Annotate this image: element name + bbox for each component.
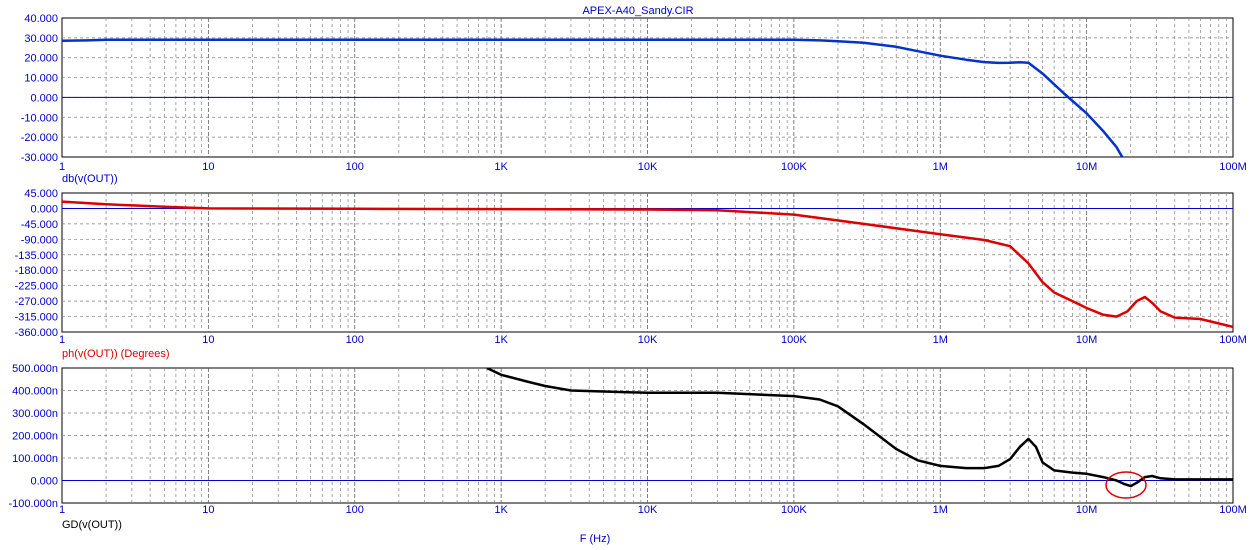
x-tick-label: 1M (933, 161, 948, 173)
y-axis-label: ph(v(OUT)) (Degrees) (62, 348, 170, 360)
x-tick-label: 1K (494, 161, 508, 173)
y-axis-label: GD(v(OUT)) (62, 519, 122, 531)
series-line-group-delay (486, 368, 1233, 488)
x-tick-label: 10K (638, 504, 658, 516)
y-tick-label: 40.000 (24, 13, 58, 25)
x-tick-label: 10K (638, 161, 658, 173)
x-tick-label: 100K (781, 504, 807, 516)
y-tick-label: 10.000 (24, 73, 58, 85)
series-line-phase (62, 200, 1233, 329)
x-tick-label: 100 (346, 334, 364, 346)
x-tick-label: 100 (346, 504, 364, 516)
y-axis-label: db(v(OUT)) (62, 173, 118, 185)
y-tick-label: -100.000n (8, 498, 58, 510)
x-tick-label: 1K (494, 504, 508, 516)
y-tick-label: -225.000 (15, 281, 58, 293)
plot-title: APEX-A40_Sandy.CIR (582, 5, 693, 17)
x-tick-label: 10M (1076, 334, 1097, 346)
y-tick-label: -180.000 (15, 265, 58, 277)
y-tick-label: 400.000n (12, 386, 58, 398)
y-tick-label: 30.000 (24, 33, 58, 45)
x-tick-label: 100 (346, 161, 364, 173)
x-tick-label: 100M (1219, 334, 1247, 346)
x-tick-label: 100K (781, 161, 807, 173)
x-tick-label: 10 (202, 504, 214, 516)
series-line-magnitude (62, 38, 1124, 157)
y-tick-label: -270.000 (15, 296, 58, 308)
y-tick-label: -20.000 (21, 132, 58, 144)
y-tick-label: -10.000 (21, 112, 58, 124)
y-tick-label: 300.000n (12, 408, 58, 420)
y-tick-label: 0.000 (30, 92, 58, 104)
y-tick-label: -315.000 (15, 312, 58, 324)
y-tick-label: 45.000 (24, 188, 58, 200)
y-tick-label: -135.000 (15, 250, 58, 262)
magnitude-panel: 40.000 30.000 20.000 10.000 0.000 -10.000 -20.… (21, 13, 1247, 185)
marker-circle (1105, 471, 1147, 499)
y-tick-label: 20.000 (24, 53, 58, 65)
x-tick-label: 10 (202, 161, 214, 173)
x-axis-label: F (Hz) (580, 533, 611, 545)
x-tick-label: 10K (638, 334, 658, 346)
y-tick-label: 500.000n (12, 363, 58, 375)
y-tick-label: 100.000n (12, 453, 58, 465)
x-tick-label: 1K (494, 334, 508, 346)
y-tick-label: -90.000 (21, 234, 58, 246)
x-tick-label: 1M (933, 334, 948, 346)
phase-panel: 45.000 0.000 -45.000 -90.000 -135.000 -180.00… (15, 188, 1247, 360)
group-delay-panel: 500.000n 400.000n 300.000n 200.000n 100.000n… (8, 363, 1246, 531)
x-tick-label: 1 (59, 504, 65, 516)
y-tick-label: -360.000 (15, 327, 58, 339)
y-tick-label: 200.000n (12, 431, 58, 443)
x-tick-label: 100M (1219, 504, 1247, 516)
x-tick-label: 10 (202, 334, 214, 346)
y-tick-label: 0.000 (30, 476, 58, 488)
y-tick-label: -45.000 (21, 219, 58, 231)
x-tick-label: 1 (59, 334, 65, 346)
x-tick-label: 10M (1076, 504, 1097, 516)
x-tick-label: 10M (1076, 161, 1097, 173)
y-tick-label: 0.000 (30, 203, 58, 215)
x-tick-label: 100K (781, 334, 807, 346)
y-tick-label: -30.000 (21, 152, 58, 164)
x-tick-label: 1M (933, 504, 948, 516)
x-tick-label: 1 (59, 161, 65, 173)
x-tick-label: 100M (1219, 161, 1247, 173)
